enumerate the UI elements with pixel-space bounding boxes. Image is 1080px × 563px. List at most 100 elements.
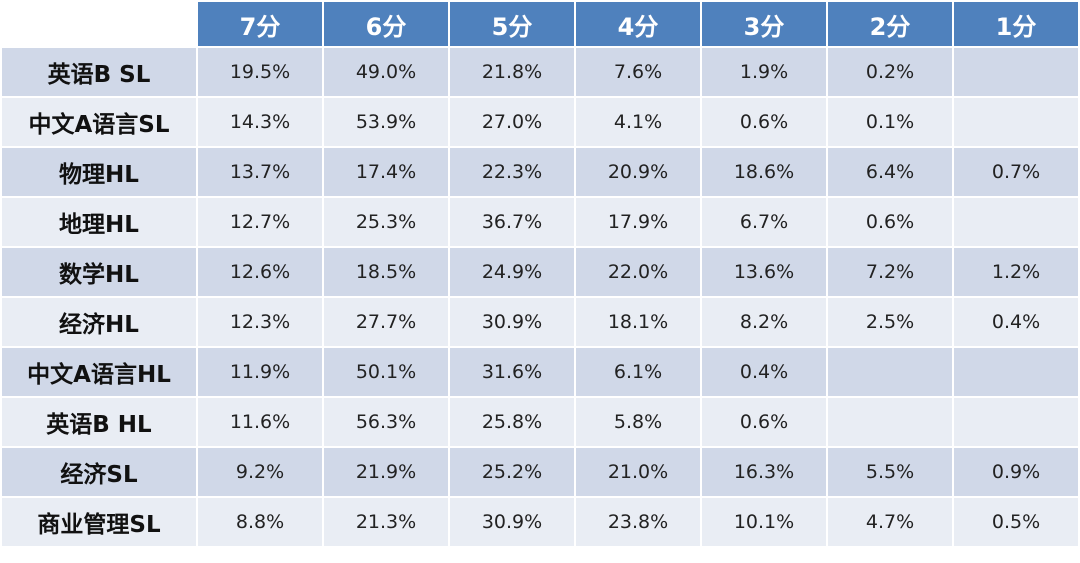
percent-cell: 0.5% (954, 498, 1078, 546)
percent-cell: 14.3% (198, 98, 322, 146)
header-grade-6: 6分 (324, 2, 448, 46)
percent-cell: 5.5% (828, 448, 952, 496)
percent-cell: 25.8% (450, 398, 574, 446)
table-row: 中文A语言SL 14.3% 53.9% 27.0% 4.1% 0.6% 0.1% (2, 98, 1078, 146)
percent-cell (828, 398, 952, 446)
subject-label: 地理HL (2, 198, 196, 246)
table-row: 英语B HL 11.6% 56.3% 25.8% 5.8% 0.6% (2, 398, 1078, 446)
table-row: 数学HL 12.6% 18.5% 24.9% 22.0% 13.6% 7.2% 1.2% (2, 248, 1078, 296)
percent-cell: 23.8% (576, 498, 700, 546)
percent-cell: 53.9% (324, 98, 448, 146)
percent-cell: 1.2% (954, 248, 1078, 296)
subject-label: 数学HL (2, 248, 196, 296)
percent-cell (954, 348, 1078, 396)
percent-cell: 0.4% (702, 348, 826, 396)
subject-label: 中文A语言SL (2, 98, 196, 146)
header-corner-cell (2, 2, 196, 46)
grade-distribution-table: 7分 6分 5分 4分 3分 2分 1分 英语B SL 19.5% 49.0% 21.… (2, 2, 1078, 546)
percent-cell: 0.4% (954, 298, 1078, 346)
percent-cell: 18.6% (702, 148, 826, 196)
subject-label: 经济SL (2, 448, 196, 496)
percent-cell: 25.2% (450, 448, 574, 496)
percent-cell: 27.7% (324, 298, 448, 346)
header-grade-5: 5分 (450, 2, 574, 46)
percent-cell: 20.9% (576, 148, 700, 196)
percent-cell: 18.5% (324, 248, 448, 296)
subject-label: 英语B HL (2, 398, 196, 446)
table-row: 商业管理SL 8.8% 21.3% 30.9% 23.8% 10.1% 4.7% 0.5% (2, 498, 1078, 546)
percent-cell: 18.1% (576, 298, 700, 346)
percent-cell: 8.8% (198, 498, 322, 546)
percent-cell: 13.7% (198, 148, 322, 196)
percent-cell: 11.9% (198, 348, 322, 396)
percent-cell: 21.0% (576, 448, 700, 496)
percent-cell: 36.7% (450, 198, 574, 246)
percent-cell: 31.6% (450, 348, 574, 396)
percent-cell: 49.0% (324, 48, 448, 96)
table-row: 英语B SL 19.5% 49.0% 21.8% 7.6% 1.9% 0.2% (2, 48, 1078, 96)
percent-cell (954, 198, 1078, 246)
percent-cell: 25.3% (324, 198, 448, 246)
table-row: 经济HL 12.3% 27.7% 30.9% 18.1% 8.2% 2.5% 0.4% (2, 298, 1078, 346)
percent-cell: 12.3% (198, 298, 322, 346)
percent-cell: 0.6% (702, 98, 826, 146)
header-row: 7分 6分 5分 4分 3分 2分 1分 (2, 2, 1078, 46)
percent-cell: 4.1% (576, 98, 700, 146)
percent-cell (954, 48, 1078, 96)
percent-cell: 30.9% (450, 298, 574, 346)
percent-cell: 22.0% (576, 248, 700, 296)
percent-cell: 21.8% (450, 48, 574, 96)
percent-cell: 0.7% (954, 148, 1078, 196)
percent-cell: 11.6% (198, 398, 322, 446)
subject-label: 物理HL (2, 148, 196, 196)
percent-cell: 17.9% (576, 198, 700, 246)
percent-cell: 1.9% (702, 48, 826, 96)
subject-label: 商业管理SL (2, 498, 196, 546)
percent-cell: 19.5% (198, 48, 322, 96)
table-row: 地理HL 12.7% 25.3% 36.7% 17.9% 6.7% 0.6% (2, 198, 1078, 246)
percent-cell: 7.6% (576, 48, 700, 96)
percent-cell: 17.4% (324, 148, 448, 196)
percent-cell: 0.6% (702, 398, 826, 446)
subject-label: 英语B SL (2, 48, 196, 96)
header-grade-1: 1分 (954, 2, 1078, 46)
percent-cell: 0.2% (828, 48, 952, 96)
percent-cell: 4.7% (828, 498, 952, 546)
percent-cell: 16.3% (702, 448, 826, 496)
table-body: 英语B SL 19.5% 49.0% 21.8% 7.6% 1.9% 0.2% 中文A语言SL… (2, 48, 1078, 546)
percent-cell (954, 98, 1078, 146)
header-grade-3: 3分 (702, 2, 826, 46)
percent-cell: 27.0% (450, 98, 574, 146)
header-grade-2: 2分 (828, 2, 952, 46)
percent-cell (954, 398, 1078, 446)
percent-cell: 8.2% (702, 298, 826, 346)
percent-cell (828, 348, 952, 396)
percent-cell: 12.6% (198, 248, 322, 296)
percent-cell: 6.1% (576, 348, 700, 396)
table-row: 经济SL 9.2% 21.9% 25.2% 21.0% 16.3% 5.5% 0.9% (2, 448, 1078, 496)
percent-cell: 6.7% (702, 198, 826, 246)
percent-cell: 12.7% (198, 198, 322, 246)
percent-cell: 24.9% (450, 248, 574, 296)
percent-cell: 0.6% (828, 198, 952, 246)
percent-cell: 10.1% (702, 498, 826, 546)
table-row: 物理HL 13.7% 17.4% 22.3% 20.9% 18.6% 6.4% 0.7% (2, 148, 1078, 196)
percent-cell: 9.2% (198, 448, 322, 496)
subject-label: 中文A语言HL (2, 348, 196, 396)
percent-cell: 5.8% (576, 398, 700, 446)
header-grade-7: 7分 (198, 2, 322, 46)
percent-cell: 22.3% (450, 148, 574, 196)
percent-cell: 2.5% (828, 298, 952, 346)
percent-cell: 6.4% (828, 148, 952, 196)
table-header: 7分 6分 5分 4分 3分 2分 1分 (2, 2, 1078, 46)
percent-cell: 50.1% (324, 348, 448, 396)
percent-cell: 21.9% (324, 448, 448, 496)
percent-cell: 0.9% (954, 448, 1078, 496)
percent-cell: 0.1% (828, 98, 952, 146)
subject-label: 经济HL (2, 298, 196, 346)
percent-cell: 30.9% (450, 498, 574, 546)
percent-cell: 7.2% (828, 248, 952, 296)
percent-cell: 21.3% (324, 498, 448, 546)
percent-cell: 56.3% (324, 398, 448, 446)
percent-cell: 13.6% (702, 248, 826, 296)
